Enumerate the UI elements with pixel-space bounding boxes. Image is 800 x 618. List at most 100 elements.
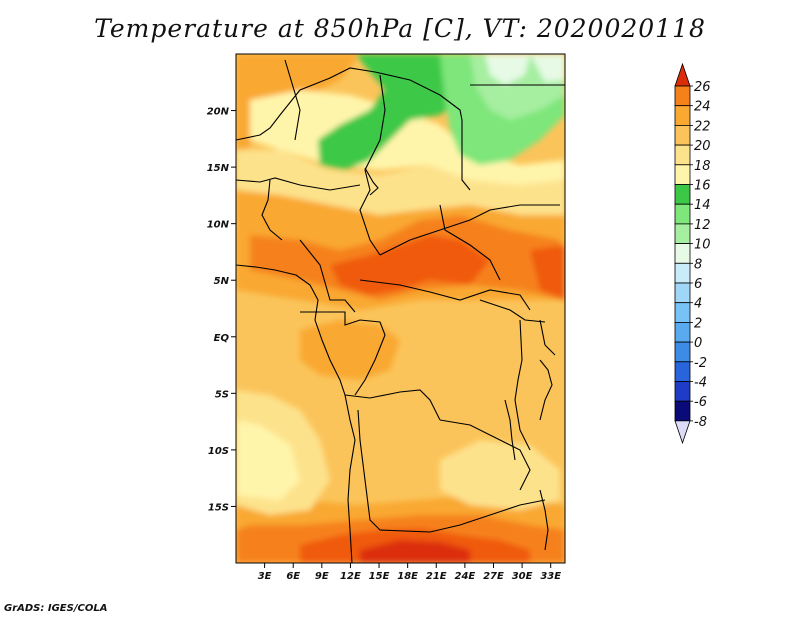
border-gabon-congo [300,311,386,336]
border-sudan-ss [439,204,501,281]
border-drc-uganda [479,299,546,323]
lon-label: 9E [315,571,329,582]
border-chad-sudan-north [461,120,471,191]
colorbar-box [674,262,691,284]
colorbar-label: 26 [694,80,711,95]
field-core-24-26 [330,235,490,295]
lake-tanganyika [504,399,516,461]
field-se-cool [440,440,560,510]
colorbar-label: -8 [694,415,707,430]
colorbar-box [674,381,691,402]
colorbar-label: -2 [694,356,707,371]
lake-malawi [539,489,549,551]
colorbar-box [674,203,691,225]
coastline-west [236,264,356,563]
field-congo-warm [300,320,400,380]
colorbar-label: 16 [694,179,711,194]
colorbar-box [674,105,691,126]
colorbar-box [674,144,691,166]
lon-label: 33E [540,571,561,582]
colorbar-label: -6 [694,395,707,410]
border-lakes-east [514,319,531,451]
colorbar-box [674,400,691,422]
longitude-axis: 3E 6E 9E 12E 15E 18E 21E 24E 27E 30E 33E [258,563,561,582]
border-zambia-south [429,499,546,533]
colorbar-box [674,361,691,382]
colorbar-box [674,321,691,343]
colorbar-box [674,302,691,323]
chart-title: Temperature at 850hPa [C], VT: 202002011… [94,14,706,43]
lat-label: 20N [207,107,230,118]
country-borders [236,59,565,563]
lat-label: 5N [214,276,230,287]
colorbar-box [674,125,691,146]
map-frame [235,53,566,564]
border-benin-nigeria [261,179,283,241]
border-car-drc [359,279,531,311]
temperature-field [236,54,565,563]
field-sahel-16-18 [236,150,565,215]
border-cameroon-nigeria [299,239,356,313]
lon-label: 15E [369,571,390,582]
lat-label: 5S [215,389,229,400]
lat-label: EQ [214,333,230,344]
colorbar-box [674,164,691,185]
border-zambia [439,419,531,491]
lake-victoria-east [539,359,553,421]
border-algeria [284,59,301,141]
grads-credit: GrADS: IGES/COLA [4,603,108,614]
lon-label: 3E [258,571,272,582]
colorbar-top-arrow [674,62,691,87]
colorbar-box [674,243,691,264]
lake-chad [364,167,379,196]
latitude-axis: 20N 15N 10N 5N EQ 5S 10S 15S [207,107,236,513]
lon-label: 18E [397,571,418,582]
field-east-core [530,245,565,300]
colorbar-label: 0 [694,336,702,351]
colorbar-label: -4 [694,376,707,391]
colorbar-bottom-arrow [674,420,691,445]
lat-label: 10S [208,446,229,457]
colorbar-label: 12 [694,218,711,233]
field-ne-pale [530,54,565,82]
lon-label: 12E [340,571,361,582]
lon-label: 27E [483,571,504,582]
lon-label: 24E [454,571,475,582]
lat-label: 10N [207,220,230,231]
lon-label: 21E [426,571,447,582]
colorbar-box [674,184,691,205]
border-uganda [539,319,556,356]
colorbar-label: 14 [694,198,711,213]
lon-label: 30E [512,571,533,582]
colorbar-box [674,223,691,244]
border-niger-libya [236,67,463,141]
border-angola-drc [344,389,441,421]
colorbar-label: 24 [694,100,711,115]
colorbar-label: 10 [694,238,711,253]
colorbar-label: 20 [694,139,711,154]
lon-label: 6E [286,571,300,582]
border-congo-drc [354,334,386,396]
colorbar-label: 2 [694,316,702,331]
border-angola [357,409,431,533]
colorbar-label: 8 [694,257,702,272]
field-west-cooler [236,420,300,500]
colorbar-box [674,341,691,363]
field-green-12-14 [318,54,470,170]
border-car-sudan [379,204,560,256]
field-nw-warm [236,54,360,160]
colorbar-label: 4 [694,297,702,312]
border-chad-west [359,74,386,256]
colorbar-box [674,282,691,304]
field-south-hot [360,540,470,563]
colorbar-label: 6 [694,277,702,292]
border-sahel [236,177,361,191]
colorbar-box [674,85,691,107]
lat-label: 15N [207,163,230,174]
field-lightgreen-6-8 [485,54,530,85]
colorbar-label: 22 [694,119,711,134]
colorbar-label: 18 [694,159,711,174]
